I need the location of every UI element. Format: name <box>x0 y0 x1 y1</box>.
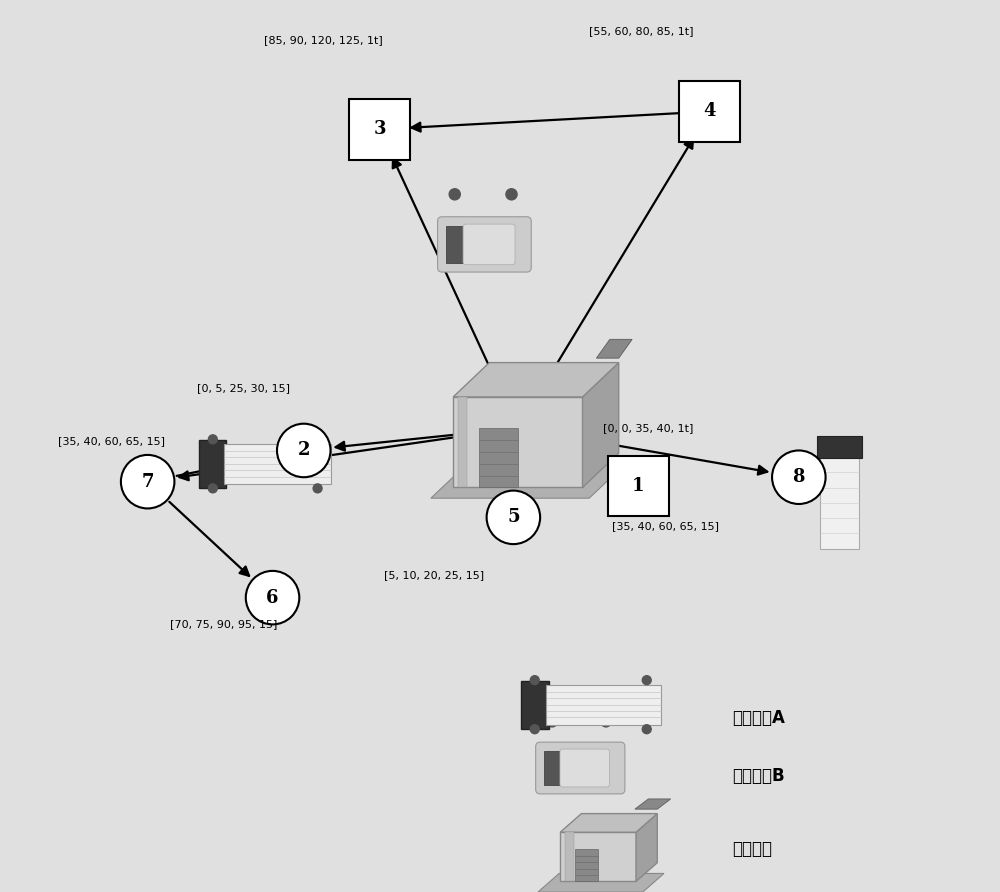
Polygon shape <box>583 362 619 487</box>
Text: 1: 1 <box>632 477 645 495</box>
Circle shape <box>208 483 217 492</box>
Bar <box>479 428 518 487</box>
FancyBboxPatch shape <box>817 436 862 458</box>
Circle shape <box>313 483 322 492</box>
Text: [5, 10, 20, 25, 15]: [5, 10, 20, 25, 15] <box>384 570 484 581</box>
Polygon shape <box>453 362 619 397</box>
Polygon shape <box>596 339 632 358</box>
Text: 7: 7 <box>141 473 154 491</box>
Circle shape <box>506 243 517 253</box>
Text: [0, 5, 25, 30, 15]: [0, 5, 25, 30, 15] <box>197 383 290 393</box>
FancyBboxPatch shape <box>224 443 331 483</box>
FancyBboxPatch shape <box>199 440 226 488</box>
Circle shape <box>642 724 651 733</box>
Text: [85, 90, 120, 125, 1t]: [85, 90, 120, 125, 1t] <box>264 35 382 45</box>
Polygon shape <box>560 832 636 881</box>
Text: 4: 4 <box>703 103 716 120</box>
Text: [0, 0, 35, 40, 1t]: [0, 0, 35, 40, 1t] <box>603 423 693 434</box>
FancyBboxPatch shape <box>438 217 531 272</box>
Polygon shape <box>560 814 657 832</box>
Text: 2: 2 <box>298 442 310 459</box>
Text: [35, 40, 60, 65, 15]: [35, 40, 60, 65, 15] <box>58 436 165 447</box>
FancyBboxPatch shape <box>536 742 625 794</box>
FancyBboxPatch shape <box>463 224 515 265</box>
Text: 配送中心: 配送中心 <box>732 840 772 858</box>
Circle shape <box>601 716 611 727</box>
Polygon shape <box>544 751 560 785</box>
Polygon shape <box>538 873 664 892</box>
FancyBboxPatch shape <box>608 456 669 516</box>
Text: 3: 3 <box>373 120 386 138</box>
FancyBboxPatch shape <box>560 749 609 787</box>
FancyBboxPatch shape <box>546 685 661 724</box>
FancyBboxPatch shape <box>521 681 549 729</box>
Text: [35, 40, 60, 65, 15]: [35, 40, 60, 65, 15] <box>612 521 718 532</box>
Text: [70, 75, 90, 95, 15]: [70, 75, 90, 95, 15] <box>170 619 277 630</box>
Polygon shape <box>431 464 625 498</box>
Circle shape <box>547 716 557 727</box>
Text: 车辆类型A: 车辆类型A <box>732 709 785 727</box>
Text: 车辆类型B: 车辆类型B <box>732 767 785 785</box>
Circle shape <box>772 450 826 504</box>
FancyBboxPatch shape <box>679 81 740 142</box>
Circle shape <box>487 491 540 544</box>
Circle shape <box>208 435 217 444</box>
Circle shape <box>530 676 539 685</box>
Circle shape <box>121 455 174 508</box>
Circle shape <box>642 676 651 685</box>
Circle shape <box>449 189 460 200</box>
Polygon shape <box>636 814 657 881</box>
Circle shape <box>313 435 322 444</box>
Circle shape <box>547 766 557 777</box>
FancyBboxPatch shape <box>820 457 859 549</box>
Circle shape <box>246 571 299 624</box>
Bar <box>458 397 467 487</box>
Bar <box>575 849 598 881</box>
Polygon shape <box>635 799 671 809</box>
Circle shape <box>506 189 517 200</box>
Circle shape <box>530 724 539 733</box>
Text: 6: 6 <box>266 589 279 607</box>
Polygon shape <box>446 226 463 263</box>
Text: 8: 8 <box>793 468 805 486</box>
Circle shape <box>449 243 460 253</box>
Polygon shape <box>453 397 583 487</box>
Text: [55, 60, 80, 85, 1t]: [55, 60, 80, 85, 1t] <box>589 26 694 37</box>
Bar <box>565 832 574 881</box>
Circle shape <box>277 424 331 477</box>
Circle shape <box>601 766 611 777</box>
Text: 5: 5 <box>507 508 520 526</box>
FancyBboxPatch shape <box>349 99 410 160</box>
